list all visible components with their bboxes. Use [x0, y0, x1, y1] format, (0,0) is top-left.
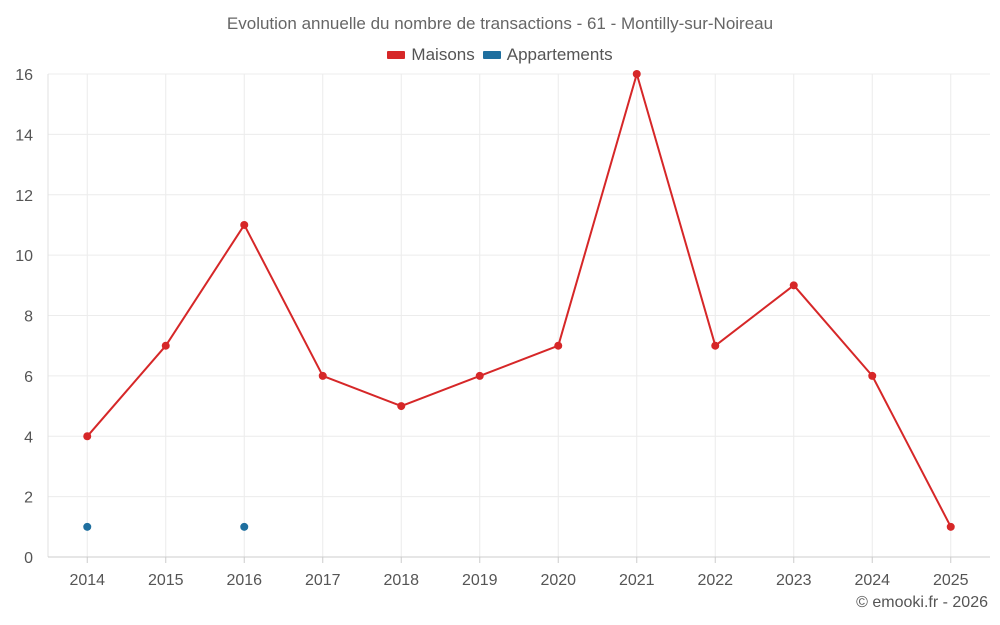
data-point-maisons-2019 — [475, 371, 484, 380]
data-point-maisons-2021 — [632, 70, 641, 78]
data-point-maisons-2023 — [789, 281, 798, 290]
chart-legend: Maisons Appartements — [0, 45, 1000, 65]
credit-text: © emooki.fr - 2026 — [856, 594, 988, 611]
legend-item-maisons[interactable]: Maisons — [387, 45, 475, 65]
data-point-appartements-2016 — [240, 522, 249, 531]
legend-label-maisons: Maisons — [411, 45, 475, 64]
data-point-maisons-2024 — [868, 371, 877, 380]
y-tick-label-8: 8 — [24, 309, 33, 326]
y-tick-label-0: 0 — [24, 550, 33, 567]
x-tick-label-2022: 2022 — [697, 572, 733, 589]
data-point-maisons-2015 — [161, 341, 170, 350]
data-point-maisons-2025 — [946, 522, 955, 531]
legend-swatch-appartements — [482, 51, 501, 59]
x-tick-label-2017: 2017 — [305, 572, 341, 589]
y-tick-label-6: 6 — [24, 369, 33, 386]
x-tick-label-2021: 2021 — [619, 572, 655, 589]
data-point-maisons-2018 — [397, 402, 406, 411]
data-point-maisons-2020 — [554, 341, 563, 350]
data-point-maisons-2014 — [83, 432, 92, 441]
x-tick-label-2016: 2016 — [226, 572, 262, 589]
x-tick-label-2014: 2014 — [69, 572, 105, 589]
series-line-maisons — [86, 73, 952, 528]
legend-label-appartements: Appartements — [506, 45, 613, 64]
y-tick-label-4: 4 — [24, 429, 33, 446]
x-tick-label-2019: 2019 — [462, 572, 498, 589]
chart-title: Evolution annuelle du nombre de transact… — [226, 14, 774, 33]
x-tick-label-2024: 2024 — [854, 572, 890, 589]
y-tick-label-2: 2 — [24, 490, 33, 507]
x-tick-label-2020: 2020 — [540, 572, 576, 589]
legend-item-appartements[interactable]: Appartements — [482, 45, 613, 65]
data-point-maisons-2017 — [318, 371, 327, 380]
y-tick-label-14: 14 — [15, 127, 33, 144]
x-tick-label-2018: 2018 — [383, 572, 419, 589]
data-point-maisons-2016 — [240, 220, 249, 229]
x-tick-label-2023: 2023 — [776, 572, 812, 589]
data-point-appartements-2014 — [83, 522, 92, 531]
y-tick-label-16: 16 — [15, 67, 33, 84]
x-tick-label-2025: 2025 — [933, 572, 969, 589]
legend-swatch-maisons — [387, 51, 406, 59]
y-tick-label-10: 10 — [15, 248, 33, 265]
y-tick-label-12: 12 — [15, 188, 33, 205]
x-tick-label-2015: 2015 — [148, 572, 184, 589]
data-point-maisons-2022 — [711, 341, 720, 350]
